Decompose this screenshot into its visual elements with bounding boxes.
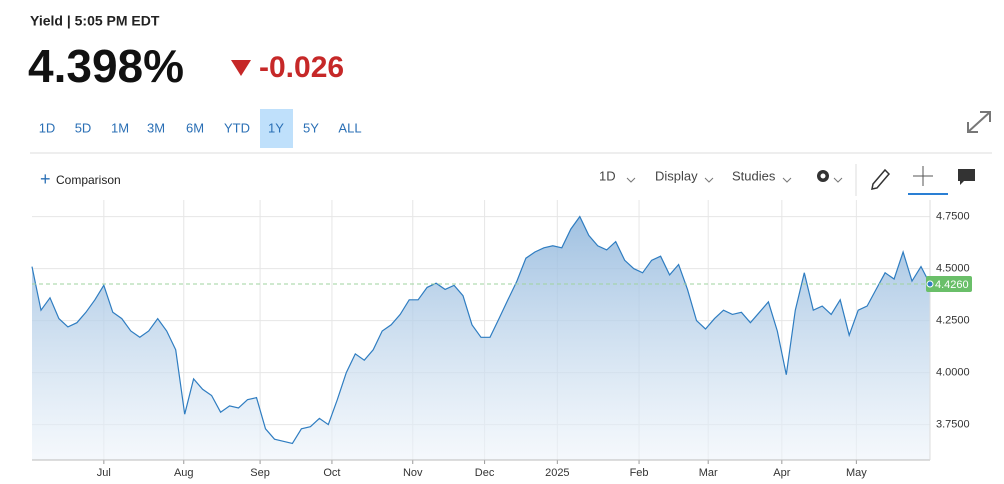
plus-icon[interactable]: + bbox=[40, 169, 51, 189]
range-button[interactable]: 6M bbox=[186, 120, 204, 135]
range-bar: 1D 5D 1M 3M 6M YTD 1Y 5Y ALL bbox=[39, 109, 362, 148]
x-tick-label: 2025 bbox=[545, 467, 569, 479]
x-tick-label: Nov bbox=[403, 467, 423, 479]
chevron bbox=[626, 177, 636, 183]
x-tick-label: Jul bbox=[97, 467, 111, 479]
range-highlight bbox=[260, 109, 293, 148]
range-button[interactable]: ALL bbox=[338, 120, 361, 135]
y-tick-label: 4.2500 bbox=[936, 315, 970, 327]
last-point bbox=[926, 280, 934, 288]
line bbox=[31, 215, 931, 445]
x-tick-label: Feb bbox=[630, 467, 649, 479]
range-button[interactable]: YTD bbox=[224, 120, 250, 135]
range-button[interactable]: 1M bbox=[111, 120, 129, 135]
range-button[interactable]: 5Y bbox=[303, 120, 319, 135]
range-button[interactable]: 1Y bbox=[268, 120, 284, 135]
y-tick-label: 3.7500 bbox=[936, 419, 970, 431]
price-change: -0.026 bbox=[259, 51, 344, 84]
chevron bbox=[833, 177, 843, 183]
draw-icon[interactable] bbox=[871, 168, 891, 190]
studies-button[interactable]: Studies bbox=[732, 168, 776, 183]
interval-button[interactable]: 1D bbox=[599, 168, 616, 183]
range-button[interactable]: 5D bbox=[75, 120, 92, 135]
last-label: 4.4260 bbox=[935, 279, 969, 291]
y-tick-label: 4.5000 bbox=[936, 263, 970, 275]
chevron bbox=[782, 177, 792, 183]
x-tick-label: Mar bbox=[699, 467, 718, 479]
settings-icon-hole bbox=[820, 173, 826, 179]
chart: 3.7500 4.0000 4.2500 4.5000 4.7500 Jul Aug Sep O… bbox=[31, 200, 972, 479]
crosshair-icon[interactable] bbox=[913, 166, 933, 186]
y-tick-label: 4.7500 bbox=[936, 211, 970, 223]
header-title: Yield | 5:05 PM EDT bbox=[30, 13, 160, 29]
comparison-button[interactable]: Comparison bbox=[56, 173, 121, 187]
last-label-box bbox=[926, 276, 972, 293]
area bbox=[32, 216, 930, 460]
display-button[interactable]: Display bbox=[655, 168, 698, 183]
range-button[interactable]: 1D bbox=[39, 120, 56, 135]
x-tick-label: Apr bbox=[773, 467, 790, 479]
x-tick-label: Sep bbox=[250, 467, 270, 479]
x-tick-label: Oct bbox=[323, 467, 340, 479]
x-tick-label: Dec bbox=[475, 467, 495, 479]
comment-icon[interactable] bbox=[958, 169, 975, 185]
chevron bbox=[704, 177, 714, 183]
x-tick-label: Aug bbox=[174, 467, 194, 479]
y-tick-label: 4.0000 bbox=[936, 367, 970, 379]
down-arrow bbox=[231, 60, 251, 76]
expand-icon[interactable] bbox=[967, 111, 991, 133]
range-button[interactable]: 3M bbox=[147, 120, 165, 135]
x-tick-label: May bbox=[846, 467, 867, 479]
price: 4.398% bbox=[28, 40, 184, 92]
